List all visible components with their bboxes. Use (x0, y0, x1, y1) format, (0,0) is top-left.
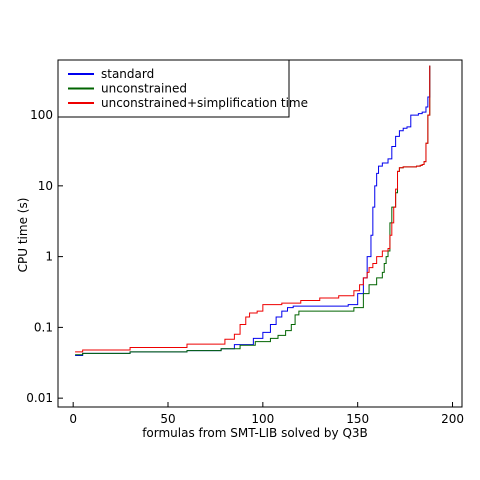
series-line-2 (75, 65, 431, 353)
y-tick-label-1: 0.1 (34, 320, 53, 334)
y-axis-label: CPU time (s) (16, 198, 30, 273)
legend-label-2: unconstrained+simplification time (101, 96, 308, 110)
legend-label-1: unconstrained (101, 82, 187, 96)
x-tick-label-0: 0 (69, 412, 77, 426)
legend-label-0: standard (101, 67, 154, 81)
x-axis-label: formulas from SMT-LIB solved by Q3B (142, 426, 368, 440)
legend: standardunconstrainedunconstrained+simpl… (57, 59, 308, 118)
legend-box (57, 59, 290, 118)
y-tick-label-4: 100 (30, 108, 53, 122)
axes-layer: 0 50 100 150 200 0.01 0.1 1 10 100 (26, 59, 464, 426)
x-tick-label-4: 200 (441, 412, 464, 426)
y-tick-label-2: 1 (45, 250, 53, 264)
series-layer (75, 65, 431, 357)
x-tick-label-1: 50 (160, 412, 175, 426)
x-tick-label-2: 100 (251, 412, 274, 426)
x-tick-label-3: 150 (346, 412, 369, 426)
y-tick-label-0: 0.01 (26, 391, 53, 405)
y-tick-label-3: 10 (38, 179, 53, 193)
series-line-0 (75, 65, 431, 357)
